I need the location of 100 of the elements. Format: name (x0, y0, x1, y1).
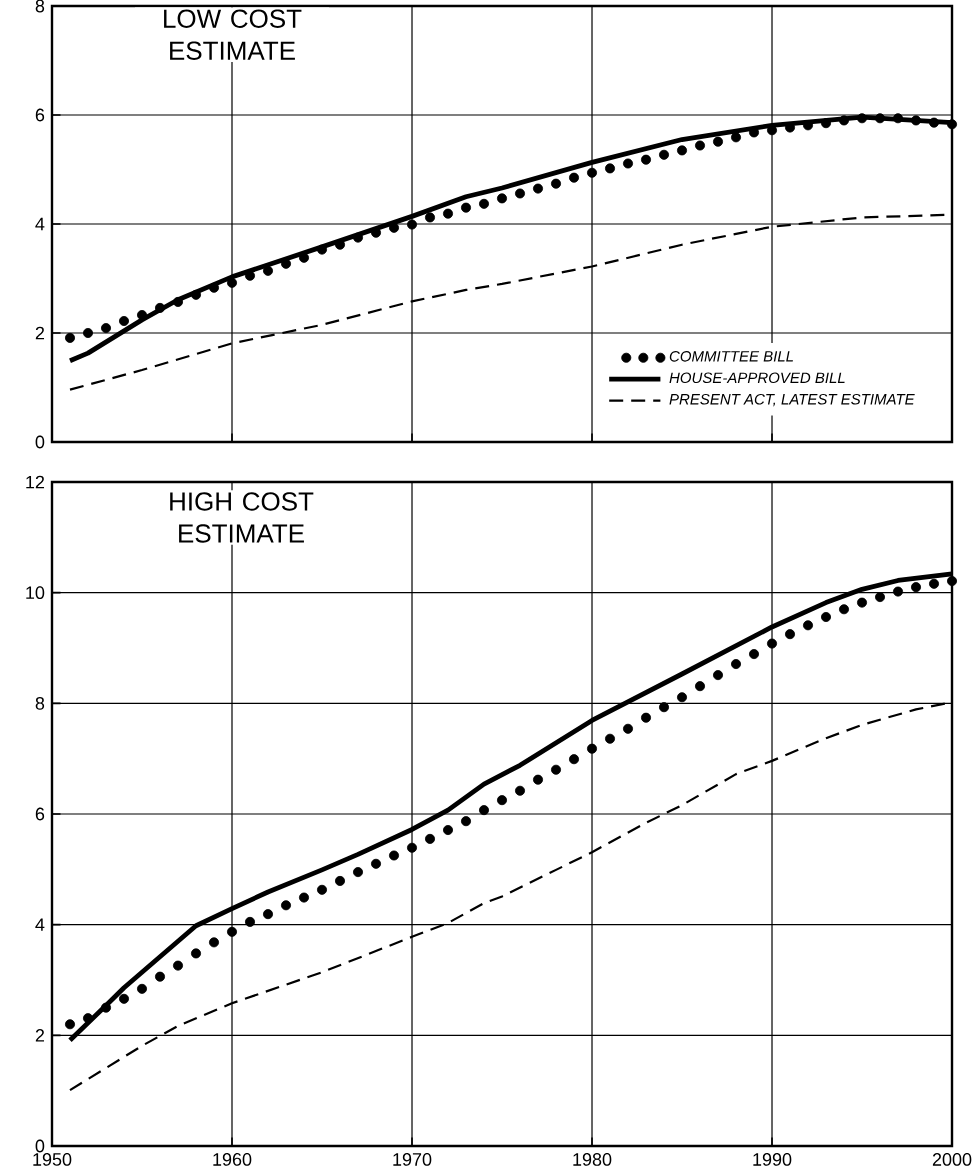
point (533, 774, 543, 785)
point (173, 960, 183, 971)
point (317, 884, 327, 895)
y-tick-label: 6 (35, 108, 45, 122)
point (911, 115, 922, 126)
point (497, 795, 507, 806)
point (479, 198, 490, 209)
legend-label: HOUSE-APPROVED BILL (669, 372, 845, 384)
point (641, 712, 652, 723)
point (389, 850, 400, 861)
point (749, 649, 760, 660)
point (119, 993, 129, 1004)
point (515, 785, 526, 796)
point (839, 604, 850, 615)
point (425, 833, 436, 844)
point (119, 316, 129, 327)
point (731, 132, 742, 143)
point (623, 723, 633, 734)
point (353, 867, 363, 878)
legend-label: COMMITTEE BILL (669, 351, 793, 362)
point (893, 586, 904, 597)
point (695, 681, 706, 692)
point (605, 163, 616, 174)
point (443, 208, 453, 219)
point (461, 816, 471, 827)
point (209, 937, 220, 948)
y-tick-label: 12 (26, 475, 45, 489)
point (911, 582, 922, 593)
point (65, 332, 75, 343)
point (695, 140, 706, 151)
point (173, 296, 183, 307)
point (83, 328, 93, 338)
point (461, 202, 471, 213)
x-tick-label: 1990 (753, 1153, 792, 1166)
point (929, 578, 940, 589)
y-tick-label: 4 (35, 918, 45, 931)
point (407, 219, 417, 230)
y-tick-label: 8 (35, 696, 45, 710)
y-tick-label: 4 (35, 217, 45, 231)
point (929, 117, 940, 128)
point (443, 825, 453, 836)
point (857, 113, 868, 124)
point (245, 916, 255, 927)
point (227, 926, 237, 937)
point (155, 971, 165, 982)
point (569, 754, 580, 765)
point (731, 659, 742, 670)
legend-label: PRESENT ACT, LATEST ESTIMATE (669, 393, 915, 407)
point (857, 597, 868, 608)
point (893, 113, 904, 124)
point (533, 183, 543, 194)
y-tick-label: 2 (35, 326, 45, 340)
point (83, 1013, 93, 1024)
point (947, 576, 958, 587)
x-tick-label: 1970 (393, 1153, 432, 1166)
y-tick-label: 2 (35, 1029, 45, 1042)
point (299, 892, 310, 903)
point (659, 149, 670, 160)
point (137, 983, 147, 994)
point (407, 842, 417, 853)
y-tick-label: 10 (26, 586, 45, 600)
point (605, 733, 616, 744)
point (371, 858, 381, 869)
point (569, 172, 580, 183)
point (65, 1019, 75, 1030)
point (263, 265, 273, 276)
point (947, 119, 958, 130)
point (227, 277, 237, 288)
point (587, 743, 597, 754)
point (677, 692, 688, 703)
text: LOW COST ESTIMATE (164, 9, 302, 60)
point (875, 592, 886, 603)
text: HIGH COST ESTIMATE (170, 492, 314, 543)
point (587, 167, 597, 178)
point (209, 282, 220, 293)
point (335, 875, 346, 886)
point (497, 193, 507, 204)
y-tick-label: 0 (35, 1139, 45, 1153)
x-tick-label: 1950 (33, 1153, 72, 1166)
point (551, 178, 562, 189)
point (281, 900, 291, 911)
point (713, 136, 723, 147)
point (821, 612, 832, 623)
y-tick-label: 8 (35, 0, 45, 13)
x-tick-label: 1980 (573, 1153, 612, 1166)
point (551, 764, 562, 775)
point (317, 244, 327, 255)
point (425, 212, 436, 223)
x-tick-label: 2000 (932, 1153, 972, 1166)
point (191, 948, 201, 959)
point (353, 232, 363, 243)
point (821, 118, 832, 129)
point (515, 188, 526, 199)
y-tick-label: 6 (35, 807, 45, 821)
point (101, 323, 111, 334)
point (263, 909, 273, 920)
point (659, 702, 670, 713)
point (803, 620, 813, 631)
point (623, 158, 633, 169)
y-tick-label: 0 (35, 435, 45, 449)
